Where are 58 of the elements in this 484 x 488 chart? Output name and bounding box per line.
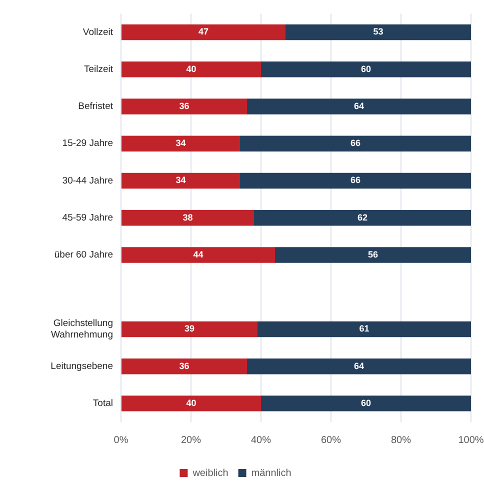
x-tick-label: 80% [390,434,412,446]
data-label: 47 [198,26,209,37]
bar [122,62,261,78]
y-tick-label: Teilzeit [84,64,114,75]
data-label: 62 [357,212,368,222]
bar [122,210,254,226]
data-label: 56 [368,249,378,260]
bar [122,321,258,338]
y-tick-label: über 60 Jahre [54,250,113,261]
data-label: 53 [373,26,384,37]
data-label: 36 [179,360,190,371]
data-label: 34 [176,175,186,186]
y-tick-label: Leitungsebene [50,360,113,372]
bar [240,136,471,152]
bar [122,358,247,374]
bar [122,247,275,263]
bar [261,396,471,412]
bar [122,98,247,114]
bar [122,136,240,152]
bar [122,24,286,40]
y-tick-label: Vollzeit [82,26,114,38]
data-label: 40 [186,64,196,74]
bar [122,396,261,412]
y-tick-label: Total [92,398,113,410]
x-tick-label: 40% [250,434,272,446]
bar [122,172,240,189]
data-label: 36 [179,100,190,111]
y-tick-label: Befristet [78,101,114,112]
data-label: 66 [350,175,361,186]
data-label: 44 [193,249,204,260]
y-tick-label: 30-44 Jahre [62,175,113,186]
bar [247,98,471,114]
x-tick-label: 0% [114,434,128,446]
y-tick-label: 45-59 Jahre [62,212,113,224]
bar [258,321,471,338]
x-tick-label: 20% [180,434,202,446]
x-tick-label: 60% [320,434,342,446]
x-tick-label: 100% [458,434,484,446]
data-label: 61 [359,324,370,334]
bar [240,172,471,189]
data-label: 34 [176,138,186,148]
bar [247,358,471,374]
y-tick-label: Gleichstellung Wahrnehmung [51,318,113,341]
data-label: 64 [354,100,364,111]
bar [275,247,471,263]
data-label: 60 [360,64,372,74]
data-label: 60 [360,398,372,408]
data-label: 66 [350,138,361,148]
bar [286,24,471,40]
data-label: 40 [186,398,196,408]
legend-label: weiblich [192,468,228,479]
data-label: 38 [182,212,193,222]
y-tick-label: 15-29 Jahre [62,138,113,150]
legend-label: männlich [251,468,292,479]
data-label: 39 [184,324,195,334]
data-label: 64 [354,360,364,371]
bar [254,210,471,226]
bar [261,62,471,78]
